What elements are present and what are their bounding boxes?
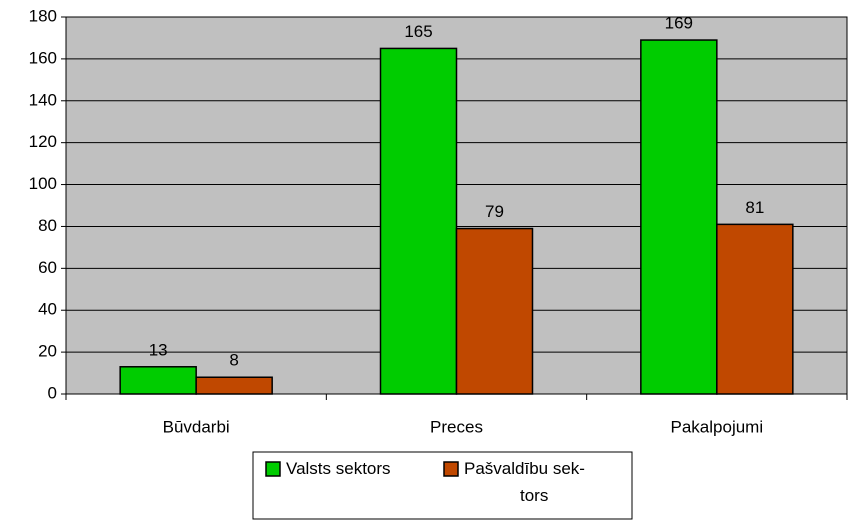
bar [640, 39, 718, 395]
legend-swatch [265, 461, 281, 477]
y-tick-label: 120 [29, 132, 57, 151]
y-tick-label: 180 [29, 6, 57, 25]
x-tick-label: Preces [430, 417, 483, 436]
bar [716, 223, 794, 395]
y-tick-label: 0 [48, 383, 57, 402]
value-label: 13 [149, 340, 168, 359]
x-tick-label: Būvdarbi [163, 417, 230, 436]
bar [379, 47, 458, 395]
value-label: 165 [404, 22, 432, 41]
y-tick-label: 60 [38, 258, 57, 277]
y-tick-label: 160 [29, 48, 57, 67]
legend-label: Pašvaldību sek-tors [464, 459, 585, 505]
x-tick-label: Pakalpojumi [671, 417, 764, 436]
y-tick-label: 140 [29, 90, 57, 109]
legend-swatch [443, 461, 459, 477]
bar [455, 227, 534, 395]
value-label: 8 [229, 351, 238, 370]
legend-box [252, 451, 633, 520]
bar [119, 366, 197, 395]
value-label: 79 [485, 202, 504, 221]
legend-label: Valsts sektors [286, 459, 391, 478]
y-tick-label: 100 [29, 174, 57, 193]
y-tick-label: 80 [38, 216, 57, 235]
value-label: 81 [745, 198, 764, 217]
bar [195, 376, 273, 395]
value-label: 169 [665, 14, 693, 33]
y-tick-label: 20 [38, 342, 57, 361]
y-tick-label: 40 [38, 300, 57, 319]
